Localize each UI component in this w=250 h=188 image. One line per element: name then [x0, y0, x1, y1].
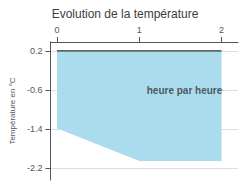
svg-text:0: 0	[54, 25, 59, 35]
svg-text:heure par heure: heure par heure	[147, 85, 223, 96]
svg-text:-0.6: -0.6	[27, 85, 43, 95]
svg-text:2: 2	[219, 25, 224, 35]
svg-text:-2.2: -2.2	[27, 163, 43, 173]
svg-text:0.2: 0.2	[30, 46, 43, 56]
svg-text:Température en °C: Température en °C	[8, 77, 17, 144]
svg-text:-1.4: -1.4	[27, 124, 43, 134]
svg-text:1: 1	[137, 25, 142, 35]
svg-text:Evolution de la température: Evolution de la température	[52, 7, 199, 21]
